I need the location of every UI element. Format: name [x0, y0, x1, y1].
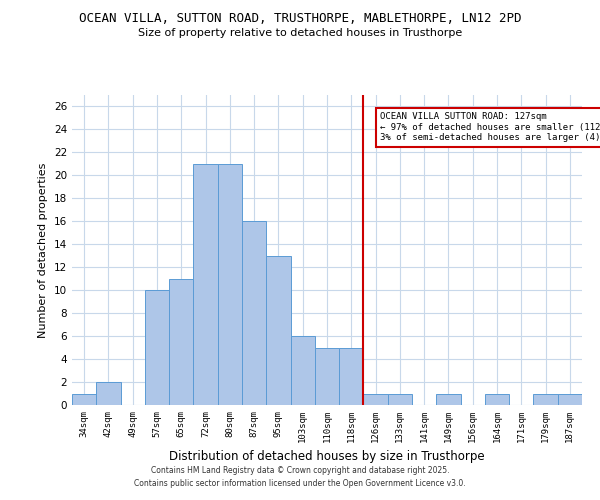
- Bar: [558, 394, 582, 405]
- Bar: [218, 164, 242, 405]
- Bar: [193, 164, 218, 405]
- X-axis label: Distribution of detached houses by size in Trusthorpe: Distribution of detached houses by size …: [169, 450, 485, 464]
- Bar: [145, 290, 169, 405]
- Text: Size of property relative to detached houses in Trusthorpe: Size of property relative to detached ho…: [138, 28, 462, 38]
- Bar: [485, 394, 509, 405]
- Text: OCEAN VILLA, SUTTON ROAD, TRUSTHORPE, MABLETHORPE, LN12 2PD: OCEAN VILLA, SUTTON ROAD, TRUSTHORPE, MA…: [79, 12, 521, 26]
- Bar: [364, 394, 388, 405]
- Bar: [315, 348, 339, 405]
- Bar: [533, 394, 558, 405]
- Bar: [436, 394, 461, 405]
- Bar: [388, 394, 412, 405]
- Bar: [266, 256, 290, 405]
- Text: Contains HM Land Registry data © Crown copyright and database right 2025.
Contai: Contains HM Land Registry data © Crown c…: [134, 466, 466, 487]
- Bar: [290, 336, 315, 405]
- Bar: [96, 382, 121, 405]
- Bar: [169, 278, 193, 405]
- Text: OCEAN VILLA SUTTON ROAD: 127sqm
← 97% of detached houses are smaller (112)
3% of: OCEAN VILLA SUTTON ROAD: 127sqm ← 97% of…: [380, 112, 600, 142]
- Bar: [339, 348, 364, 405]
- Bar: [242, 222, 266, 405]
- Bar: [72, 394, 96, 405]
- Y-axis label: Number of detached properties: Number of detached properties: [38, 162, 49, 338]
